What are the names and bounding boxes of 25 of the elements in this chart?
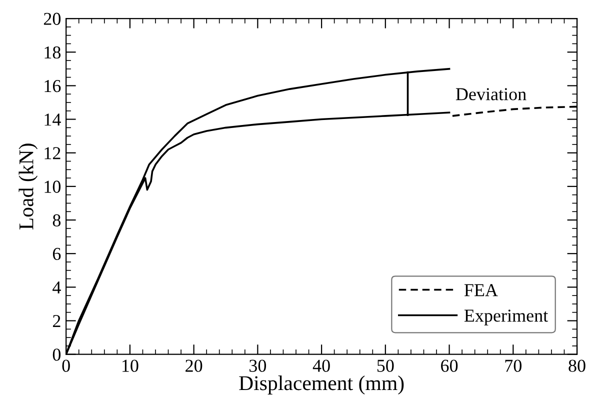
y-tick-label: 14 — [44, 114, 61, 126]
x-tick-label: 70 — [505, 360, 522, 372]
y-tick-label: 8 — [52, 214, 61, 226]
y-tick-label: 0 — [52, 348, 61, 361]
legend-label: Experiment — [464, 310, 548, 326]
x-tick-label: 60 — [441, 360, 458, 372]
y-tick-label: 2 — [52, 315, 60, 328]
x-tick-label: 40 — [312, 360, 330, 372]
x-tick-label: 10 — [122, 360, 138, 372]
x-tick-label: 0 — [62, 360, 70, 372]
y-tick-label: 16 — [44, 80, 61, 92]
y-tick-label: 4 — [52, 282, 61, 294]
x-tick-label: 30 — [250, 360, 266, 372]
y-tick-label: 20 — [44, 12, 61, 25]
annotation: Deviation — [456, 88, 526, 100]
y-axis-title: Load (kN) — [18, 144, 38, 230]
legend-label: FEA — [464, 284, 498, 296]
x-tick-label: 50 — [377, 360, 394, 372]
y-tick-label: 6 — [52, 248, 61, 260]
x-tick-label: 80 — [568, 360, 586, 372]
x-axis-title: Displacement (mm) — [239, 376, 404, 394]
x-tick-label: 20 — [186, 360, 202, 372]
y-tick-label: 18 — [44, 46, 61, 59]
y-tick-label: 10 — [44, 180, 61, 193]
y-tick-label: 12 — [44, 147, 60, 160]
